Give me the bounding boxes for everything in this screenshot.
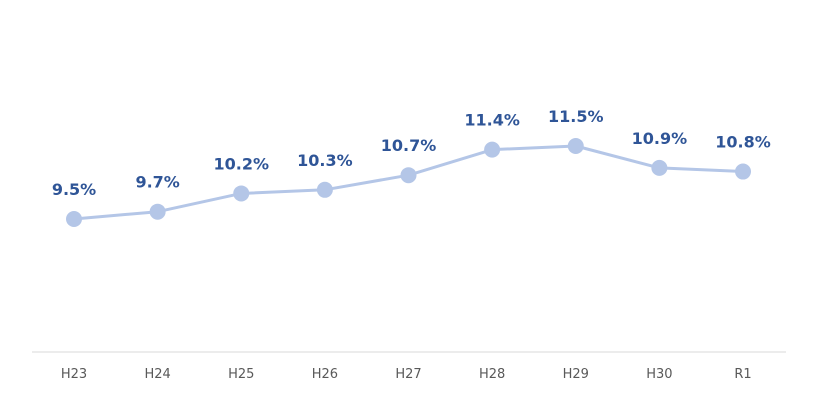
data-point-R1 <box>735 163 751 180</box>
x-tick-label-H24: H24 <box>144 367 170 382</box>
x-tick-label-R1: R1 <box>734 367 751 382</box>
data-point-H25 <box>233 185 250 202</box>
data-label-H26: 10.3% <box>297 151 353 170</box>
data-point-H28 <box>484 141 501 158</box>
x-tick-label-H23: H23 <box>61 367 87 382</box>
data-point-H29 <box>567 138 584 154</box>
x-tick-labels: H23 H24 H25 H26 H27 H28 H29 H30 R1 <box>61 367 752 382</box>
data-label-H27: 10.7% <box>381 136 437 155</box>
data-point-H30 <box>651 159 668 176</box>
data-point-H26 <box>316 181 333 198</box>
data-point-H23 <box>66 211 82 227</box>
data-point-H27 <box>400 167 417 184</box>
x-tick-label-H27: H27 <box>395 367 421 382</box>
x-tick-label-H28: H28 <box>479 367 505 382</box>
x-tick-label-H26: H26 <box>312 367 338 382</box>
data-label-H29: 11.5% <box>548 107 604 126</box>
data-labels-layer: 9.5% 9.7% 10.2% 10.3% 10.7% 11.4% 11.5% 10.9% 10… <box>52 107 771 199</box>
data-label-H28: 11.4% <box>464 111 520 130</box>
x-tick-label-H30: H30 <box>646 367 672 382</box>
x-tick-label-H25: H25 <box>228 367 254 382</box>
data-label-H23: 9.5% <box>52 180 96 199</box>
data-label-H24: 9.7% <box>135 173 179 192</box>
data-point-H24 <box>149 203 166 220</box>
data-label-H30: 10.9% <box>632 129 688 148</box>
markers-layer <box>66 138 751 227</box>
data-label-H25: 10.2% <box>213 154 269 173</box>
data-label-R1: 10.8% <box>715 133 771 152</box>
x-tick-label-H29: H29 <box>563 367 589 382</box>
